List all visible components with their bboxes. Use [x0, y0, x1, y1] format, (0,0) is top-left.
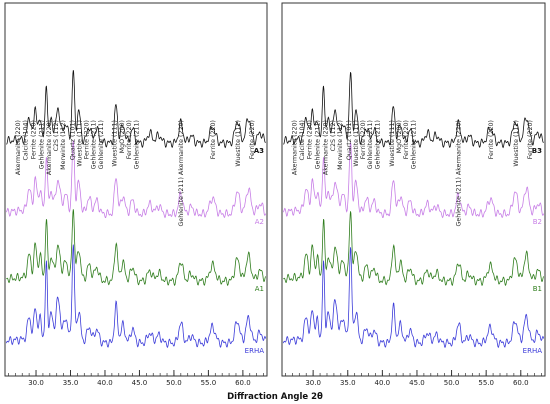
peak-annotation: Ferrite (220)	[403, 120, 410, 159]
series-label: ERHA	[523, 347, 543, 355]
x-tick-label: 45.0	[409, 379, 425, 387]
peak-annotation: Ferrite (220)	[488, 120, 495, 159]
peak-annotation: Merwinite (112)	[60, 120, 67, 170]
peak-annotation: Gehlenite (211)	[375, 120, 382, 169]
series-label: B2	[533, 218, 542, 226]
peak-annotation: Ferrite (220)	[527, 120, 534, 159]
x-tick-label: 45.0	[132, 379, 148, 387]
series-line-a3	[6, 70, 266, 149]
peak-annotation: Gehlenite (211)	[98, 120, 105, 169]
peak-annotation: Ferrite (220)	[126, 120, 133, 159]
peak-annotation: Gehlenite (211) Akermanite (220)	[456, 120, 463, 226]
peak-annotation: Ferrite (220)	[307, 120, 314, 159]
peak-annotation: Calcite (104)	[23, 120, 30, 161]
series-line-b1	[283, 211, 544, 287]
series-label: ERHA	[245, 347, 265, 355]
peak-annotation: Wuestite (111)	[235, 120, 242, 167]
peak-annotation: Gehlenite (211)	[134, 120, 141, 169]
x-tick-label: 40.0	[97, 379, 113, 387]
plot-frame	[4, 2, 268, 377]
peak-annotation: Wuestite (111)	[513, 120, 520, 167]
peak-annotation: Ferrite (220)	[30, 120, 37, 159]
x-tick-label: 55.0	[478, 379, 494, 387]
peak-annotation: Wuestite (111)	[112, 120, 119, 167]
peak-annotation: Calcite (104)	[299, 120, 306, 161]
series-line-b3	[283, 72, 544, 149]
peak-annotation: Wuestite (111)	[389, 120, 396, 167]
series-label: A1	[255, 285, 264, 293]
peak-annotation: Ferrite (220)	[210, 120, 217, 159]
peak-annotation: Akermanite (220)	[15, 120, 22, 175]
peak-annotation: Gehlenite (211) Akermanite (220)	[178, 120, 185, 226]
peak-annotation: Wuestite (111)	[353, 120, 360, 167]
x-tick-label: 50.0	[166, 379, 182, 387]
x-tick-label: 60.0	[235, 379, 251, 387]
peak-annotation: Ferrite (220)	[83, 120, 90, 159]
peak-annotation: MgO (200)	[119, 120, 126, 153]
x-tick-label: 30.0	[305, 379, 321, 387]
series-label: B1	[533, 285, 542, 293]
series-line-b2	[283, 142, 544, 219]
peak-annotation: Gehlenite (211)	[39, 120, 46, 169]
series-line-erha	[283, 247, 544, 349]
peak-annotation: Merwinite (112)	[337, 120, 344, 170]
x-tick-label: 60.0	[513, 379, 529, 387]
x-tick-label: 50.0	[444, 379, 460, 387]
peak-annotation: Ferrite (220)	[249, 120, 256, 159]
right-panel: 30.0 35.0 40.0 45.0 50.0 55.0 60.0 B3 B2 B1 ERHA Ak…	[281, 2, 546, 387]
peak-annotation: Gehlenite (211)	[90, 120, 97, 169]
x-tick-label: 40.0	[375, 379, 391, 387]
peak-annotation: Gehlenite (211)	[314, 120, 321, 169]
series-line-erha	[6, 244, 266, 349]
series-label: A2	[255, 218, 264, 226]
peak-annotation: Akermanite (220)	[292, 120, 299, 175]
peak-annotation: MgO (200)	[396, 120, 403, 153]
x-tick-label: 35.0	[63, 379, 79, 387]
peak-annotation: Akermanite (220)	[323, 120, 330, 175]
x-tick-label: 30.0	[28, 379, 44, 387]
peak-annotation: Quartz (101)	[346, 120, 353, 160]
x-axis-label: Diffraction Angle 2θ	[227, 392, 323, 402]
peak-annotation: C2S (112)	[330, 120, 337, 151]
series-label: A3	[254, 147, 264, 155]
series-line-a1	[6, 209, 266, 287]
series-label: B3	[532, 147, 542, 155]
peak-annotation: C2S (112)	[53, 120, 60, 151]
peak-annotation: Akermanite (220)	[46, 120, 53, 175]
plot-frame	[281, 2, 546, 377]
x-tick-label: 35.0	[340, 379, 356, 387]
series-line-a2	[6, 140, 266, 219]
x-tick-label: 55.0	[201, 379, 217, 387]
left-panel: 30.0 35.0 40.0 45.0 50.0 55.0 60.0 A3 A2 A1 ERHA Ak…	[4, 2, 268, 387]
peak-annotation: Gehlenite (211)	[367, 120, 374, 169]
peak-annotation: Wuestite (111)	[77, 120, 84, 167]
peak-annotation: Gehlenite (211)	[411, 120, 418, 169]
peak-annotation: Ferrite (220)	[360, 120, 367, 159]
peak-annotation: Quartz (101)	[70, 120, 77, 160]
